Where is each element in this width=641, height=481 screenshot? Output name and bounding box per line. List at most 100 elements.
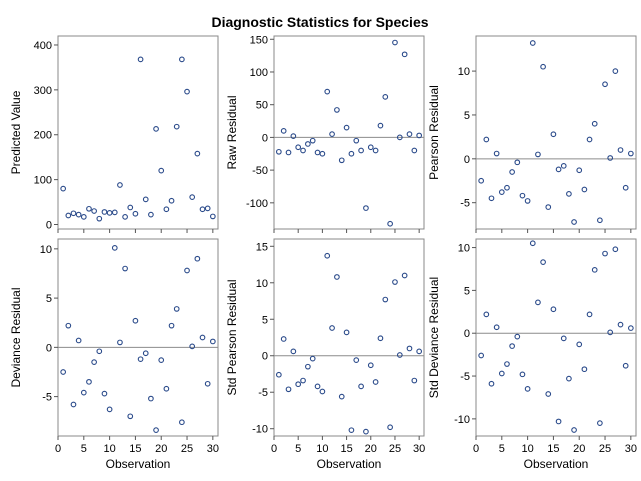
data-point [396,134,403,141]
y-tick-label: -10 [454,414,470,426]
data-point [627,325,634,331]
y-tick-label: 300 [34,85,52,97]
x-tick-label: 15 [547,443,559,455]
data-point [607,155,614,161]
data-point [305,141,311,147]
data-point [101,390,108,397]
data-point [309,355,316,362]
data-point [363,428,369,435]
data-point [524,386,531,392]
data-point [498,189,505,196]
data-point [184,88,190,95]
data-point [60,185,67,192]
x-tick-label: 15 [340,443,352,455]
data-point [493,324,500,331]
data-point [540,63,546,70]
data-point [70,210,77,217]
data-point [353,357,360,363]
data-point [367,144,374,151]
data-point [411,147,418,154]
data-point [612,68,619,74]
data-point [392,39,398,46]
data-point [122,214,128,220]
data-point [566,375,572,382]
data-point [586,311,593,318]
data-point [314,383,321,390]
data-point [153,126,159,132]
x-tick-label: 5 [295,443,301,455]
data-point [504,361,510,367]
data-point [560,162,567,169]
plot-6: -10 -5 0 5 10 0 5 10 15 20 25 30 Std Deviance Residu… [427,238,637,471]
data-point [406,345,413,352]
data-point [65,212,72,219]
data-point [86,378,92,385]
data-point [86,205,92,212]
data-point [372,379,379,385]
y-tick-label: -10 [252,424,268,436]
data-point [529,40,536,46]
data-point [612,246,619,253]
y-tick-label: 5 [464,285,470,297]
data-point [122,265,128,272]
data-point [416,348,423,355]
data-point [275,371,282,378]
data-point [148,211,154,218]
data-point [285,386,292,393]
data-point [411,377,418,384]
x-tick-label: 30 [625,443,637,455]
data-point [70,401,77,408]
data-point [591,266,598,273]
data-point [514,159,521,166]
data-point [300,377,306,384]
data-point [358,147,364,154]
data-point [137,56,144,63]
data-point [607,329,614,336]
data-point [622,362,629,369]
data-point [571,427,577,433]
y-tick-label: 5 [464,110,470,122]
data-point [338,393,345,400]
y-tick-label: 50 [256,100,268,112]
data-point [204,380,211,387]
data-point [153,427,159,433]
x-axis-label: Observation [524,457,589,471]
data-point [540,259,546,265]
data-point [519,192,526,199]
data-point [189,343,196,350]
data-point [498,370,505,377]
data-point [111,245,118,251]
data-point [377,122,384,129]
data-point [478,352,485,359]
y-axis-label: Raw Residual [225,95,239,169]
y-tick-label: -100 [246,198,268,210]
data-point [111,209,118,216]
data-point [117,339,123,346]
data-point [382,296,389,303]
y-tick-label: 0 [262,132,268,144]
y-tick-label: 15 [256,241,268,253]
data-point [483,311,490,318]
x-tick-label: 10 [316,443,328,455]
data-point [290,133,297,139]
data-point [617,147,624,153]
data-point [300,147,306,154]
data-point [387,424,393,431]
data-point [576,167,583,174]
x-axis-label: Observation [317,457,382,471]
data-point [184,267,190,274]
data-point [324,252,331,259]
data-point [199,206,206,213]
data-point [148,395,154,402]
data-point [338,157,345,164]
x-tick-label: 10 [103,443,115,455]
data-point [324,88,331,95]
data-point [514,333,521,340]
plot-5: -10 -5 0 5 10 15 0 5 10 15 20 25 30 Std Pearson Resid… [225,238,425,471]
data-point [101,209,108,215]
data-point [158,167,165,174]
y-axis-label: Std Deviance Residual [427,277,441,398]
data-point [80,389,87,396]
data-point [545,204,552,210]
